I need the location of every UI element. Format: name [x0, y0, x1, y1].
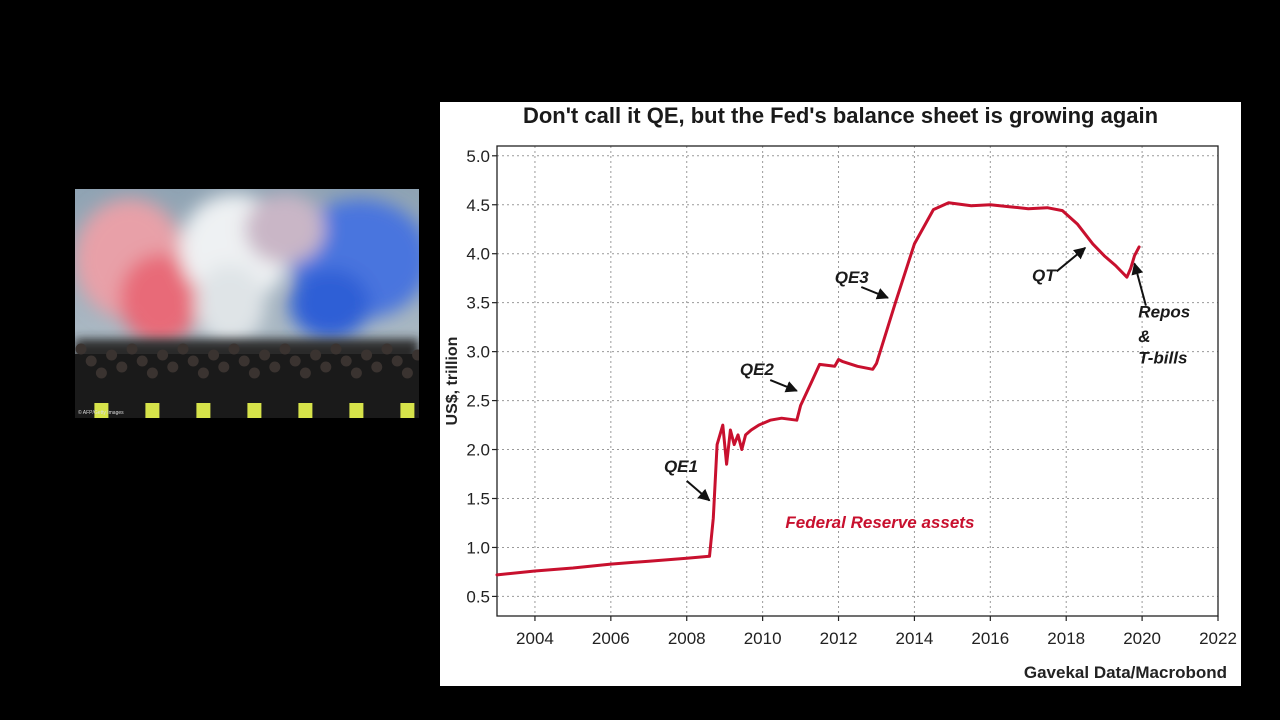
crowd-head — [381, 343, 393, 355]
crowd-head — [269, 361, 281, 373]
crowd-head — [218, 361, 230, 373]
annotation-label: QE1 — [664, 457, 698, 476]
x-tick-label: 2018 — [1047, 629, 1085, 648]
crowd-head — [412, 349, 419, 361]
x-tick-label: 2020 — [1123, 629, 1161, 648]
y-tick-label: 3.0 — [466, 343, 490, 362]
tick-labels: 2004 2006 2008 2010 2012 2014 2016 2018 2020 2022… — [466, 147, 1237, 648]
crowd-head — [248, 367, 260, 379]
x-tick-label: 2006 — [592, 629, 630, 648]
yellow-vest — [349, 403, 364, 418]
y-tick-label: 1.5 — [466, 490, 490, 509]
y-tick-label: 1.0 — [466, 538, 490, 557]
series-line-federal-reserve-assets — [495, 201, 1141, 577]
y-tick-label: 5.0 — [466, 147, 490, 166]
crowd-head — [401, 367, 413, 379]
y-axis-label: US$, trillion — [444, 337, 461, 426]
crowd-head — [177, 343, 189, 355]
crowd-head — [187, 355, 199, 367]
crowd-head — [146, 367, 158, 379]
x-tick-label: 2022 — [1199, 629, 1237, 648]
smoke-crowd-illustration — [75, 189, 419, 418]
crowd-head — [320, 361, 332, 373]
plot-frame — [496, 145, 1219, 617]
y-tick-label: 4.5 — [466, 196, 490, 215]
chart-panel: Don't call it QE, but the Fed's balance … — [440, 102, 1241, 686]
crowd-head — [391, 355, 403, 367]
annotation-label: T-bills — [1138, 348, 1187, 367]
crowd-head — [279, 343, 291, 355]
crowd-head — [310, 349, 322, 361]
crowd-head — [340, 355, 352, 367]
protest-photo: © AFP/Getty Images — [75, 189, 419, 418]
crowd-head — [126, 343, 138, 355]
annotation-arrow — [1131, 262, 1147, 306]
x-tick-label: 2014 — [896, 629, 934, 648]
y-tick-label: 4.0 — [466, 245, 490, 264]
crowd-head — [95, 367, 107, 379]
annotation-label: QT — [1032, 266, 1057, 285]
x-tick-label: 2008 — [668, 629, 706, 648]
annotation-arrow — [860, 286, 889, 300]
annotation-label: & — [1138, 327, 1150, 346]
crowd-head — [136, 355, 148, 367]
crowd-head — [75, 343, 87, 355]
crowd-head — [208, 349, 220, 361]
yellow-vest — [145, 403, 160, 418]
crowd-head — [116, 361, 128, 373]
crowd-head — [371, 361, 383, 373]
crowd-head — [289, 355, 301, 367]
y-tick-label: 3.5 — [466, 294, 490, 313]
annotation-arrow — [769, 379, 798, 393]
crowd-head — [361, 349, 373, 361]
y-tick-label: 2.5 — [466, 392, 490, 411]
line-chart: 2004 2006 2008 2010 2012 2014 2016 2018 2020 2022… — [444, 145, 1237, 648]
yellow-vest — [196, 403, 211, 418]
annotation-label: QE3 — [835, 268, 870, 287]
x-tick-label: 2012 — [820, 629, 858, 648]
crowd-head — [106, 349, 118, 361]
crowd-head — [228, 343, 240, 355]
crowd-head — [197, 367, 209, 379]
x-tick-label: 2016 — [971, 629, 1009, 648]
chart-title: Don't call it QE, but the Fed's balance … — [522, 103, 1159, 128]
grid — [497, 146, 1219, 616]
yellow-vest — [400, 403, 415, 418]
x-tick-label: 2004 — [516, 629, 554, 648]
y-tick-label: 2.0 — [466, 441, 490, 460]
crowd-head — [259, 349, 271, 361]
crowd-head — [350, 367, 362, 379]
annotations: QE1 QE2 QE3 QT Repos & T-bills — [664, 247, 1190, 502]
y-tick-label: 0.5 — [466, 587, 490, 606]
crowd-head — [299, 367, 311, 379]
annotation-arrow — [1056, 247, 1087, 273]
x-tick-label: 2010 — [744, 629, 782, 648]
crowd-head — [85, 355, 97, 367]
crowd-head — [238, 355, 250, 367]
photo-credit: © AFP/Getty Images — [78, 410, 124, 416]
crowd-head — [167, 361, 179, 373]
yellow-vest — [94, 403, 109, 418]
yellow-vest — [298, 403, 313, 418]
annotation-label: QE2 — [740, 360, 775, 379]
crowd-head — [157, 349, 169, 361]
crowd-head — [330, 343, 342, 355]
annotation-arrow — [686, 480, 711, 502]
source-label: Gavekal Data/Macrobond — [1023, 663, 1227, 682]
annotation-label: Repos — [1138, 302, 1190, 321]
series-label: Federal Reserve assets — [785, 513, 974, 532]
yellow-vest — [247, 403, 262, 418]
